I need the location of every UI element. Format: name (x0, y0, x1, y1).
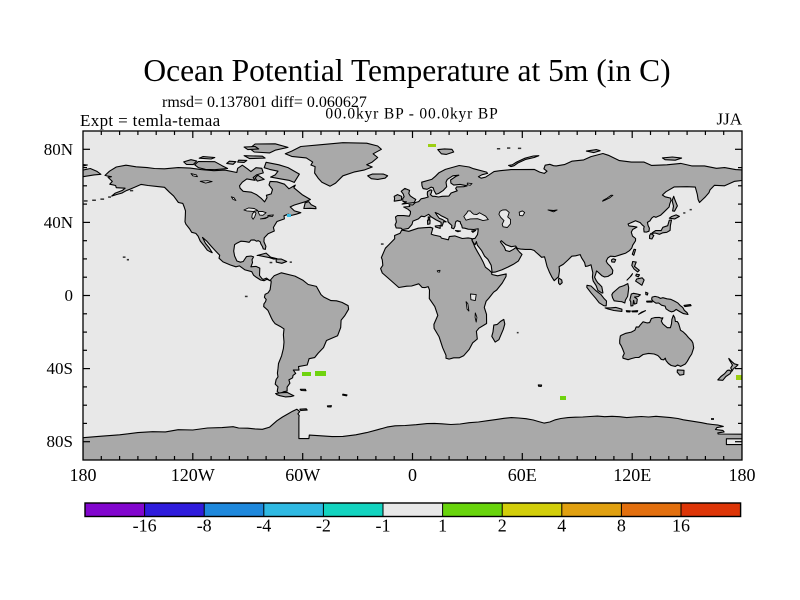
svg-text:0: 0 (65, 286, 74, 305)
svg-text:60E: 60E (508, 465, 537, 485)
svg-text:1: 1 (438, 516, 447, 536)
svg-text:8: 8 (617, 516, 626, 536)
svg-text:80S: 80S (47, 432, 73, 451)
svg-text:00.0kyr BP - 00.0kyr BP: 00.0kyr BP - 00.0kyr BP (325, 106, 498, 123)
svg-text:40S: 40S (47, 359, 73, 378)
svg-text:180: 180 (729, 465, 756, 485)
svg-text:Ocean Potential Temperature at: Ocean Potential Temperature at 5m (in C) (143, 53, 670, 88)
svg-text:JJA: JJA (716, 110, 742, 129)
svg-text:4: 4 (557, 516, 566, 536)
svg-text:40N: 40N (44, 213, 73, 232)
svg-text:180: 180 (70, 465, 97, 485)
svg-text:16: 16 (672, 516, 690, 536)
svg-text:-4: -4 (256, 516, 271, 536)
svg-text:120W: 120W (171, 465, 215, 485)
svg-text:-16: -16 (133, 516, 157, 536)
svg-text:0: 0 (408, 465, 417, 485)
svg-text:-8: -8 (197, 516, 212, 536)
svg-text:120E: 120E (613, 465, 651, 485)
svg-text:Expt = temla-temaa: Expt = temla-temaa (80, 111, 221, 130)
svg-text:-2: -2 (316, 516, 331, 536)
svg-text:60W: 60W (285, 465, 320, 485)
svg-text:2: 2 (498, 516, 507, 536)
svg-text:80N: 80N (44, 140, 73, 159)
svg-text:-1: -1 (376, 516, 391, 536)
svg-text:rmsd= 0.137801 diff= 0.060627: rmsd= 0.137801 diff= 0.060627 (162, 94, 367, 111)
